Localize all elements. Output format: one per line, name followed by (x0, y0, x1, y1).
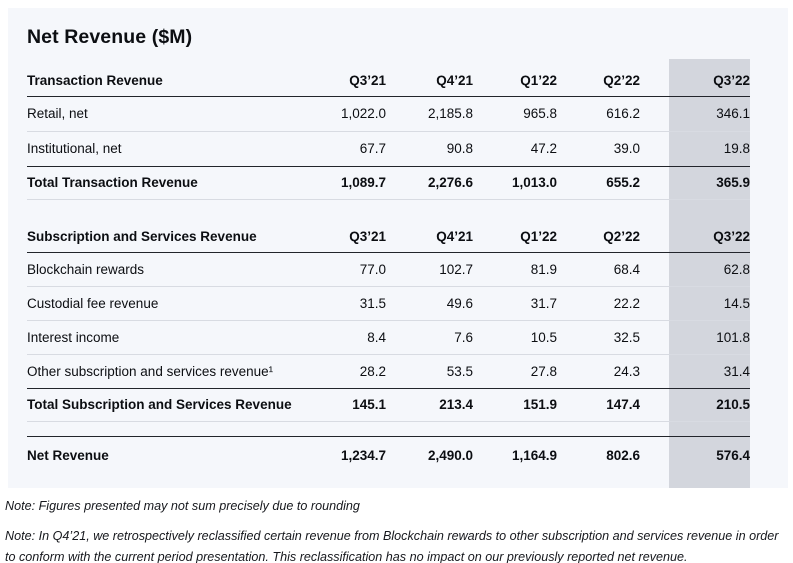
card-content: Net Revenue ($M) Transaction Revenue Q3’… (8, 25, 788, 474)
value-cell: 346.1 (716, 106, 750, 121)
q3-22-highlight-column (669, 59, 750, 488)
row-label-custodial-fee-revenue: Custodial fee revenue (27, 295, 159, 311)
value-cell: 147.4 (606, 397, 640, 412)
table-row-total: Total Subscription and Services Revenue … (27, 389, 750, 422)
value-cell: 210.5 (716, 397, 750, 412)
value-cell: 1,234.7 (340, 447, 386, 463)
section-gap (27, 200, 750, 222)
table-row: Custodial fee revenue 31.5 49.6 31.7 22.… (27, 287, 750, 321)
value-cell: 365.9 (716, 175, 750, 190)
section-header-subscription-services: Subscription and Services Revenue (27, 229, 257, 244)
value-cell: 576.4 (716, 447, 750, 463)
value-cell: 68.4 (613, 261, 640, 277)
value-cell: 1,164.9 (511, 447, 557, 463)
row-label-blockchain-rewards: Blockchain rewards (27, 261, 145, 277)
value-cell: 101.8 (716, 329, 750, 345)
table-row: Institutional, net 67.7 90.8 47.2 39.0 1… (27, 132, 750, 167)
col-header-q2-22: Q2’22 (603, 229, 640, 244)
value-cell: 77.0 (359, 261, 386, 277)
value-cell: 31.4 (723, 363, 750, 379)
value-cell: 2,276.6 (427, 175, 473, 190)
col-header-q4-21: Q4’21 (436, 229, 473, 244)
value-cell: 14.5 (723, 295, 750, 311)
table-row: Retail, net 1,022.0 2,185.8 965.8 616.2 … (27, 97, 750, 132)
value-cell: 213.4 (439, 397, 473, 412)
value-cell: 49.6 (446, 295, 473, 311)
value-cell: 1,089.7 (340, 175, 386, 190)
value-cell: 2,185.8 (427, 106, 473, 121)
col-header-q1-22: Q1’22 (520, 229, 557, 244)
subscription-services-revenue-table: Subscription and Services Revenue Q3’21 … (27, 222, 750, 422)
value-cell: 28.2 (359, 363, 386, 379)
col-header-q2-22: Q2’22 (603, 73, 640, 88)
revenue-table-card: Net Revenue ($M) Transaction Revenue Q3’… (8, 8, 788, 488)
table-row-total: Total Transaction Revenue 1,089.7 2,276.… (27, 167, 750, 200)
value-cell: 31.5 (359, 295, 386, 311)
row-label-institutional-net: Institutional, net (27, 141, 122, 156)
table-row: Blockchain rewards 77.0 102.7 81.9 68.4 … (27, 253, 750, 287)
value-cell: 31.7 (530, 295, 557, 311)
value-cell: 802.6 (606, 447, 640, 463)
row-label-total-subscription-revenue: Total Subscription and Services Revenue (27, 397, 292, 412)
value-cell: 90.8 (446, 141, 473, 156)
row-label-other-subscription-revenue: Other subscription and services revenue¹ (27, 363, 274, 379)
value-cell: 10.5 (530, 329, 557, 345)
value-cell: 39.0 (613, 141, 640, 156)
value-cell: 7.6 (454, 329, 473, 345)
col-header-q3-22: Q3’22 (713, 229, 750, 244)
value-cell: 1,022.0 (340, 106, 386, 121)
row-label-retail-net: Retail, net (27, 106, 88, 121)
note-rounding: Note: Figures presented may not sum prec… (5, 499, 360, 513)
col-header-q3-21: Q3’21 (349, 73, 386, 88)
value-cell: 151.9 (523, 397, 557, 412)
subscription-revenue-header-row: Subscription and Services Revenue Q3’21 … (27, 222, 750, 253)
net-revenue-row: Net Revenue 1,234.7 2,490.0 1,164.9 802.… (27, 437, 750, 475)
value-cell: 102.7 (439, 261, 473, 277)
footnotes: Note: Figures presented may not sum prec… (5, 496, 788, 563)
value-cell: 67.7 (359, 141, 386, 156)
page-title: Net Revenue ($M) (27, 26, 193, 48)
value-cell: 47.2 (530, 141, 557, 156)
net-revenue-summary-table: Net Revenue 1,234.7 2,490.0 1,164.9 802.… (27, 436, 750, 474)
note-reclassification: Note: In Q4’21, we retrospectively recla… (5, 529, 779, 563)
col-header-q4-21: Q4’21 (436, 73, 473, 88)
row-label-net-revenue: Net Revenue (27, 447, 109, 463)
table-row: Interest income 8.4 7.6 10.5 32.5 101.8 (27, 321, 750, 355)
value-cell: 32.5 (613, 329, 640, 345)
table-row: Other subscription and services revenue¹… (27, 355, 750, 389)
value-cell: 145.1 (352, 397, 386, 412)
value-cell: 24.3 (613, 363, 640, 379)
transaction-revenue-table: Transaction Revenue Q3’21 Q4’21 Q1’22 Q2… (27, 66, 750, 200)
transaction-revenue-header-row: Transaction Revenue Q3’21 Q4’21 Q1’22 Q2… (27, 66, 750, 97)
row-label-total-transaction-revenue: Total Transaction Revenue (27, 175, 198, 190)
value-cell: 655.2 (606, 175, 640, 190)
value-cell: 27.8 (530, 363, 557, 379)
value-cell: 62.8 (723, 261, 750, 277)
value-cell: 19.8 (723, 141, 750, 156)
value-cell: 81.9 (530, 261, 557, 277)
value-cell: 616.2 (606, 106, 640, 121)
col-header-q3-21: Q3’21 (349, 229, 386, 244)
col-header-q1-22: Q1’22 (520, 73, 557, 88)
section-gap (27, 422, 750, 436)
value-cell: 8.4 (367, 329, 386, 345)
value-cell: 1,013.0 (511, 175, 557, 190)
value-cell: 965.8 (523, 106, 557, 121)
row-label-interest-income: Interest income (27, 329, 120, 345)
value-cell: 2,490.0 (427, 447, 473, 463)
value-cell: 22.2 (613, 295, 640, 311)
value-cell: 53.5 (446, 363, 473, 379)
section-header-transaction-revenue: Transaction Revenue (27, 73, 163, 88)
col-header-q3-22: Q3’22 (713, 73, 750, 88)
